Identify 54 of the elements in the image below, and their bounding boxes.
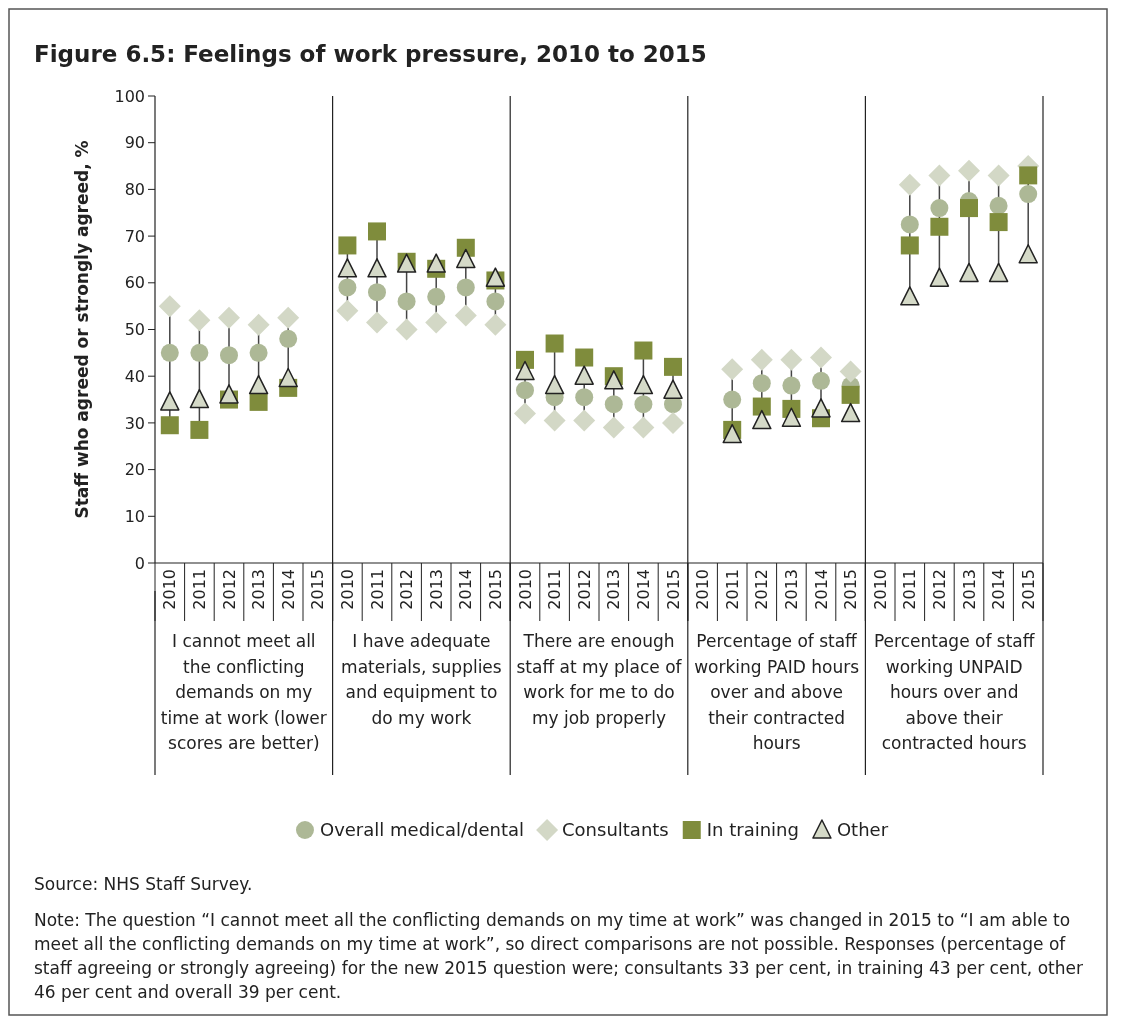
x-tick-label: 2013	[249, 569, 269, 610]
y-tick-label: 0	[134, 553, 145, 573]
x-tick-label: 2011	[190, 569, 209, 610]
x-tick-label: 2010	[338, 569, 357, 610]
x-tick-label: 2015	[841, 569, 861, 610]
x-tick-label: 2015	[663, 569, 683, 610]
y-tick-label: 50	[124, 320, 145, 340]
y-tick-label: 40	[124, 366, 145, 386]
text: Note: The question “I cannot meet all the conflicting demands on my time at work” was changed in 2015 to “I am able to meet all the conflicting demands on my time at work”, so direct comparisons are not possible. Responses (percentage of staff agreeing or strongly agreeing) for the new 2015 question were; consultants 33 per cent, in training 43 per cent, other 46 per cent and overall 39 per cent.	[34, 910, 1083, 1002]
x-tick-label: 2012	[752, 569, 772, 610]
source-note: Source: NHS Staff Survey.	[34, 874, 253, 894]
x-tick-label: 2015	[486, 569, 505, 610]
x-tick-label: 2015	[1018, 569, 1038, 610]
y-tick-label: 80	[124, 180, 145, 199]
y-tick-label: 30	[124, 413, 145, 433]
x-axis-title: I have adequate materials, supplies and equipment to do my work	[341, 631, 502, 728]
x-tick-label: 2013	[959, 569, 979, 610]
x-tick-label: 2012	[930, 569, 949, 610]
x-tick-label: 2011	[900, 569, 920, 610]
x-axis-title: Percentage of staff working UNPAID hours over and above their contracted hours	[873, 631, 1036, 753]
legend-label: Consultants	[562, 819, 669, 841]
chart-title: Figure 6.5: Feelings of work pressure, 2010 to 2015	[34, 41, 707, 67]
y-tick-label: 60	[124, 273, 145, 293]
x-tick-label: 2012	[397, 569, 417, 610]
x-axis-title: I cannot meet all the conflicting demands on my time at work (lower scores are better)	[160, 631, 327, 753]
x-tick-label: 2011	[367, 569, 387, 610]
x-tick-label: 2013	[604, 569, 624, 610]
y-axis-title: Staff who agreed or strongly agreed, %	[72, 140, 92, 519]
x-tick-label: 2012	[219, 569, 239, 610]
x-tick-label: 2014	[989, 569, 1009, 610]
x-axis-title: There are enough staff at my place of work for me to do my job properly	[516, 631, 683, 728]
y-tick-label: 90	[124, 133, 145, 153]
x-tick-label: 2014	[456, 569, 476, 610]
y-tick-label: 70	[124, 226, 145, 246]
x-tick-label: 2013	[782, 569, 801, 610]
x-tick-label: 2014	[634, 569, 653, 610]
legend-label: In training	[706, 819, 799, 841]
x-tick-label: 2010	[870, 569, 890, 610]
x-tick-label: 2014	[278, 569, 298, 610]
x-tick-label: 2012	[574, 569, 594, 610]
x-tick-label: 2010	[160, 569, 180, 610]
x-tick-label: 2011	[545, 569, 565, 610]
legend-label: Other	[836, 819, 889, 841]
x-tick-label: 2013	[426, 569, 446, 610]
x-tick-label: 2011	[722, 569, 742, 610]
y-tick-label: 10	[124, 506, 145, 526]
x-tick-label: 2010	[693, 569, 713, 610]
x-tick-label: 2010	[515, 569, 535, 610]
x-tick-label: 2015	[308, 569, 328, 610]
legend-label: Overall medical/dental	[319, 819, 525, 841]
x-axis-title: Percentage of staff working PAID hours over and above their contracted hours	[694, 631, 860, 753]
y-tick-label: 100	[114, 86, 145, 106]
y-tick-label: 20	[124, 460, 145, 480]
x-tick-label: 2014	[811, 569, 831, 610]
